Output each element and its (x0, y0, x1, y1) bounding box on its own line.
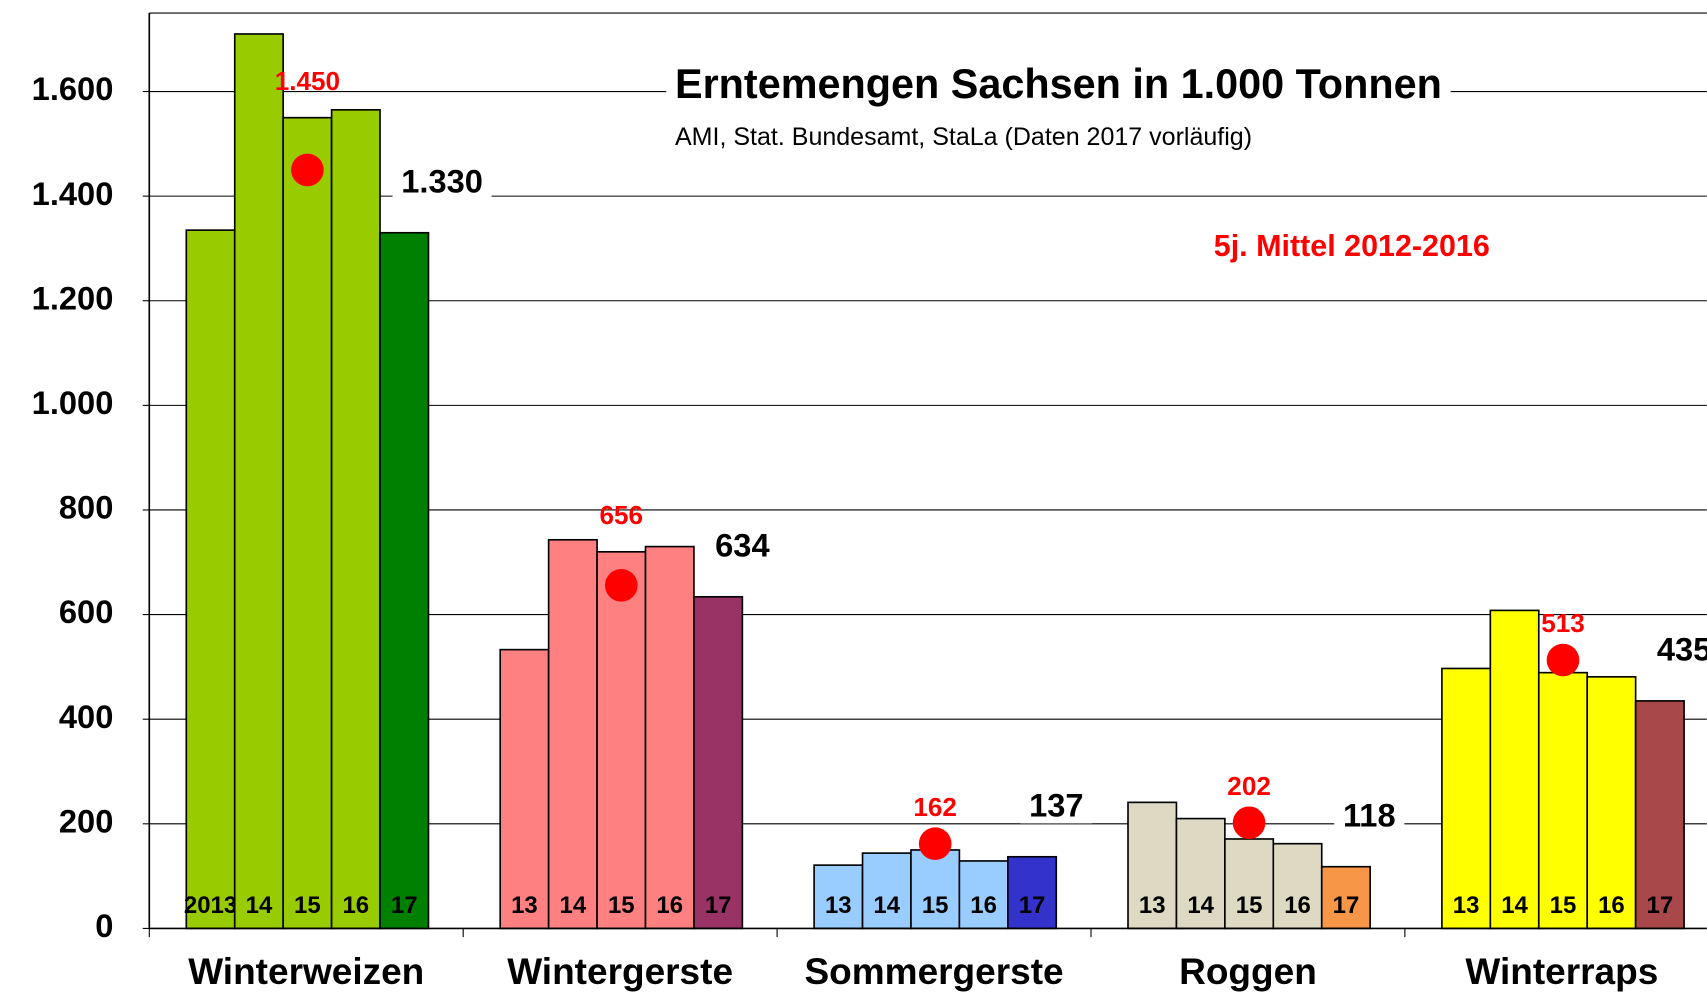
bar-year-label: 13 (1453, 892, 1480, 919)
y-tick-label: 400 (59, 698, 113, 735)
bar-year-label: 13 (511, 892, 538, 919)
value-label: 137 (1029, 786, 1083, 823)
bar (1489, 609, 1540, 930)
bar (1175, 817, 1226, 930)
x-category-label: Winterweizen (188, 951, 424, 992)
label-background (392, 162, 492, 200)
bar-year-label: 17 (1647, 892, 1674, 919)
bar (910, 849, 961, 930)
mean-label: 202 (1227, 771, 1271, 801)
bar-year-label: 15 (1236, 892, 1263, 919)
x-category-label: Winterraps (1465, 951, 1658, 992)
y-tick-label: 1.600 (32, 70, 114, 107)
bar (693, 595, 744, 930)
bar (1537, 671, 1589, 930)
bar (1320, 865, 1371, 930)
mean-dot (1232, 806, 1266, 840)
mean-dot (1546, 643, 1580, 677)
label-background (1648, 630, 1707, 668)
bar-year-label: 13 (825, 892, 852, 919)
mean-dot (604, 568, 638, 602)
x-category-label: Roggen (1179, 951, 1317, 992)
bar-year-label: 16 (656, 892, 683, 919)
bar-year-label: 15 (1550, 892, 1577, 919)
bar-year-label: 17 (1333, 892, 1360, 919)
bar-year-label: 16 (1598, 892, 1625, 919)
bar-year-label: 16 (970, 892, 997, 919)
bar (596, 551, 647, 930)
bar-year-label: 14 (560, 892, 587, 919)
y-tick-label: 0 (95, 907, 113, 944)
bar (330, 109, 381, 930)
value-label: 118 (1343, 796, 1396, 833)
x-category-label: Sommergerste (804, 951, 1063, 992)
bar-year-label: 16 (342, 892, 369, 919)
bar (1586, 676, 1637, 930)
bar (644, 545, 695, 930)
mean-dot (918, 827, 952, 861)
bar (233, 33, 284, 930)
mean-dot (291, 153, 324, 187)
value-label: 1.330 (401, 162, 483, 199)
bar-year-label: 15 (294, 892, 321, 919)
y-tick-label: 1.200 (32, 279, 114, 316)
bar-year-label: 14 (1187, 892, 1214, 919)
label-background (1334, 796, 1405, 834)
label-background (1020, 786, 1093, 824)
x-category-label: Wintergerste (507, 951, 733, 992)
mean-label: 162 (913, 792, 957, 822)
bar (1127, 801, 1178, 930)
chart-subtitle: AMI, Stat. Bundesamt, StaLa (Daten 2017 … (675, 123, 1252, 151)
bar-year-label: 14 (873, 892, 900, 919)
label-background (666, 60, 1451, 107)
bar (958, 860, 1009, 930)
mean-label: 656 (600, 500, 644, 530)
value-label: 634 (715, 526, 769, 563)
bar (499, 648, 550, 930)
bar (1441, 667, 1492, 930)
bar (185, 229, 236, 930)
y-tick-label: 200 (59, 802, 113, 839)
bar-year-label: 13 (1139, 892, 1166, 919)
mean-legend: 5j. Mittel 2012-2016 (1214, 229, 1490, 263)
label-background (706, 526, 779, 564)
bar-year-label: 17 (1019, 892, 1046, 919)
bar (379, 231, 430, 930)
bar-year-label: 2013 (184, 892, 237, 919)
bar-year-label: 15 (922, 892, 949, 919)
bar-year-label: 14 (1501, 892, 1528, 919)
chart-title: Erntemengen Sachsen in 1.000 Tonnen (675, 61, 1442, 107)
bar (1634, 700, 1685, 930)
value-label: 435 (1657, 631, 1707, 668)
bar-year-label: 14 (246, 892, 273, 919)
mean-label: 513 (1541, 608, 1585, 638)
bar-year-label: 17 (705, 892, 732, 919)
bar (1224, 838, 1275, 930)
y-tick-label: 600 (59, 593, 113, 630)
y-tick-label: 800 (59, 489, 113, 526)
bar (861, 852, 912, 930)
mean-label: 1.450 (275, 66, 340, 96)
bar (282, 116, 333, 930)
bar-year-label: 15 (608, 892, 635, 919)
bar (547, 538, 598, 930)
y-tick-label: 1.400 (32, 175, 114, 212)
bar-year-label: 16 (1284, 892, 1311, 919)
bar-year-label: 17 (391, 892, 418, 919)
y-tick-label: 1.000 (32, 384, 114, 421)
